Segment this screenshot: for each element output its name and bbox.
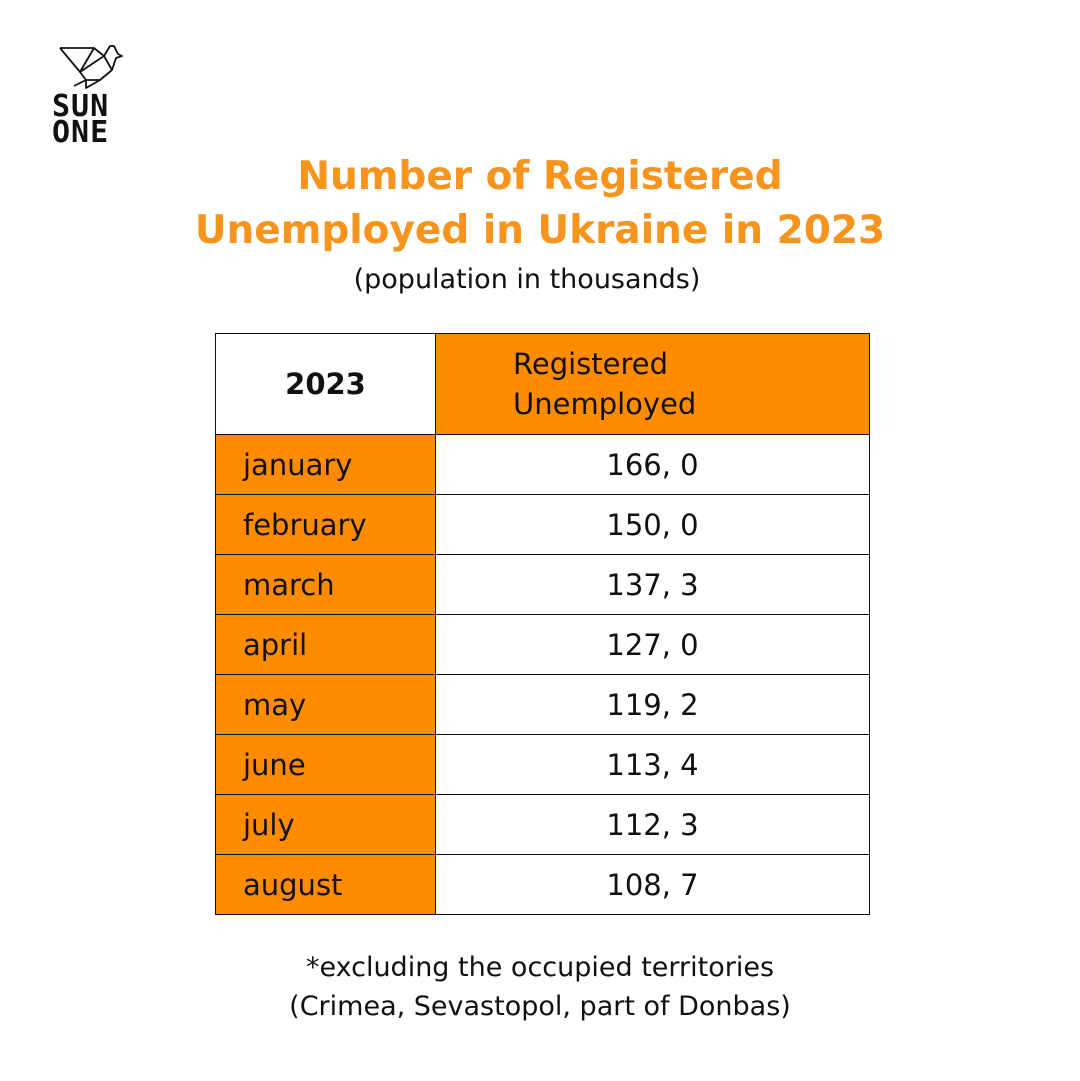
value-cell: 112, 3 — [435, 794, 870, 855]
value-cell: 166, 0 — [435, 434, 870, 495]
table-row: february 150, 0 — [215, 494, 870, 555]
logo-text-line1: SUN — [52, 89, 110, 124]
footnote-line2: (Crimea, Sevastopol, part of Donbas) — [289, 991, 791, 1022]
header-label-cell: Registered Unemployed — [435, 333, 870, 435]
footnote-line1: *excluding the occupied territories — [305, 952, 775, 983]
month-cell: july — [215, 794, 436, 855]
value-cell: 108, 7 — [435, 854, 870, 915]
month-cell: june — [215, 734, 436, 795]
page-title: Number of Registered Unemployed in Ukrai… — [0, 150, 1080, 258]
table-row: august 108, 7 — [215, 854, 870, 915]
month-cell: february — [215, 494, 436, 555]
month-cell: march — [215, 554, 436, 615]
table-header-row: 2023 Registered Unemployed — [215, 333, 870, 435]
header-year-cell: 2023 — [215, 333, 436, 435]
brand-logo: SUN ONE — [52, 42, 132, 150]
value-cell: 119, 2 — [435, 674, 870, 735]
logo-text-line2: ONE — [52, 115, 110, 150]
origami-bird-icon — [59, 45, 123, 89]
title-line2: Unemployed in Ukraine in 2023 — [194, 208, 886, 253]
table-row: july 112, 3 — [215, 794, 870, 855]
month-cell: august — [215, 854, 436, 915]
month-cell: may — [215, 674, 436, 735]
table-row: march 137, 3 — [215, 554, 870, 615]
table-row: june 113, 4 — [215, 734, 870, 795]
value-cell: 150, 0 — [435, 494, 870, 555]
month-cell: april — [215, 614, 436, 675]
header-label-line2: Unemployed — [513, 387, 697, 421]
subtitle: (population in thousands) — [353, 264, 701, 295]
value-cell: 137, 3 — [435, 554, 870, 615]
value-cell: 127, 0 — [435, 614, 870, 675]
month-cell: january — [215, 434, 436, 495]
header-label-line1: Registered — [513, 347, 669, 381]
table-row: may 119, 2 — [215, 674, 870, 735]
table-row: april 127, 0 — [215, 614, 870, 675]
title-line1: Number of Registered — [297, 154, 783, 199]
value-cell: 113, 4 — [435, 734, 870, 795]
footnote: *excluding the occupied territories (Cri… — [0, 948, 1080, 1026]
table-row: january 166, 0 — [215, 434, 870, 495]
logo-text: SUN ONE — [52, 89, 132, 150]
unemployment-table: 2023 Registered Unemployed january 166, … — [215, 333, 870, 915]
